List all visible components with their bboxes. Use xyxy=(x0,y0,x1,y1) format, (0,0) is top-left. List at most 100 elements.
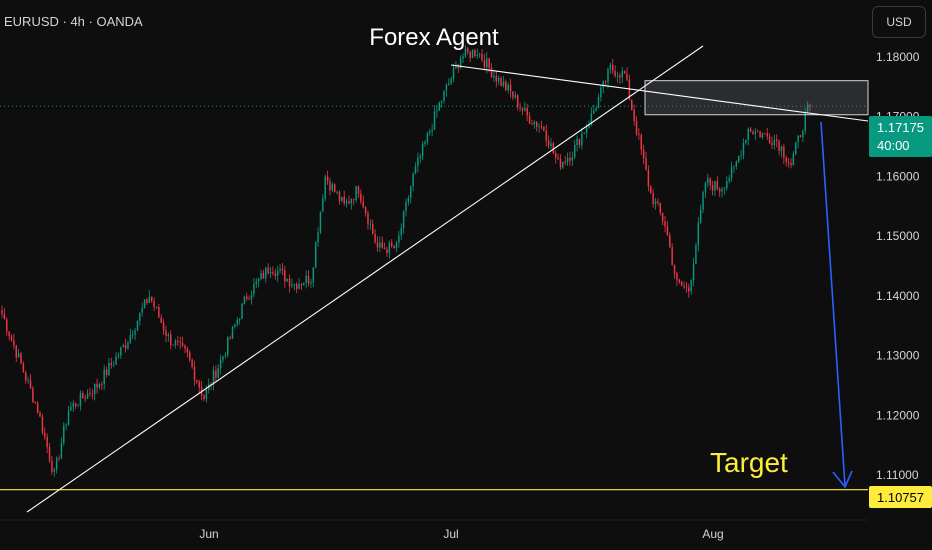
candle xyxy=(393,244,395,249)
candle xyxy=(386,246,388,257)
candle xyxy=(84,394,86,402)
candle xyxy=(538,123,540,133)
candle xyxy=(13,333,15,350)
price-tick-label: 1.18000 xyxy=(876,50,920,64)
candle xyxy=(398,230,400,248)
candle xyxy=(433,105,436,130)
candle xyxy=(291,278,293,288)
candle xyxy=(388,240,391,259)
candle xyxy=(91,389,94,400)
candle xyxy=(231,325,234,340)
candle xyxy=(583,132,585,135)
candle xyxy=(602,80,604,94)
candle xyxy=(286,278,288,283)
candle xyxy=(348,195,350,205)
candle xyxy=(716,176,719,191)
candle xyxy=(32,385,34,403)
candle xyxy=(150,296,153,303)
candles-layer xyxy=(1,45,811,477)
candle xyxy=(650,185,652,195)
candle xyxy=(704,181,707,198)
candle xyxy=(310,278,312,289)
candle xyxy=(740,149,742,160)
candle xyxy=(112,360,115,368)
candle xyxy=(502,76,505,88)
candle xyxy=(733,165,735,173)
candle xyxy=(600,85,602,102)
candle xyxy=(324,174,326,202)
price-tick-label: 1.14000 xyxy=(876,289,920,303)
candle xyxy=(550,138,552,150)
candle xyxy=(158,303,160,319)
candle xyxy=(8,331,10,341)
candle xyxy=(314,241,317,269)
candle xyxy=(303,282,305,286)
candle xyxy=(345,198,348,208)
candle xyxy=(695,242,697,264)
candle xyxy=(657,198,659,206)
candle xyxy=(569,151,571,167)
candle xyxy=(379,236,381,252)
candle xyxy=(160,314,162,324)
price-axis[interactable]: 1.180001.170001.160001.150001.140001.130… xyxy=(876,50,920,482)
candle xyxy=(333,183,336,193)
candle xyxy=(255,278,258,289)
candle xyxy=(169,330,172,350)
candle xyxy=(179,336,181,350)
candle xyxy=(759,130,761,139)
candle xyxy=(331,181,334,193)
candle xyxy=(46,433,48,454)
candle xyxy=(184,344,186,354)
candle xyxy=(614,65,616,78)
candle xyxy=(797,135,799,149)
candle xyxy=(419,153,421,164)
candle xyxy=(229,335,231,340)
candle xyxy=(737,155,740,163)
candle xyxy=(571,151,574,166)
candle xyxy=(469,50,471,62)
candle xyxy=(792,150,795,166)
candle xyxy=(645,151,647,171)
candle xyxy=(141,302,143,317)
candle xyxy=(652,189,654,208)
candle xyxy=(162,319,165,335)
candle xyxy=(93,383,96,401)
candle xyxy=(105,366,108,378)
candle xyxy=(464,45,467,58)
candle xyxy=(17,348,20,358)
candle xyxy=(155,306,158,309)
price-tick-label: 1.13000 xyxy=(876,349,920,363)
candle xyxy=(374,229,376,245)
candle xyxy=(257,277,260,288)
candle xyxy=(688,283,690,298)
candle xyxy=(559,154,562,170)
candle xyxy=(136,320,139,332)
candle xyxy=(98,382,101,390)
candle xyxy=(203,393,205,402)
candle xyxy=(436,104,438,118)
candle xyxy=(752,129,754,135)
candle xyxy=(51,455,53,475)
candle xyxy=(74,402,77,409)
candle xyxy=(153,297,155,312)
candle xyxy=(474,48,476,58)
candle xyxy=(217,364,219,379)
candle xyxy=(122,343,124,348)
candle xyxy=(407,195,410,206)
candle xyxy=(809,103,811,112)
candle xyxy=(267,263,269,275)
candle xyxy=(234,323,236,329)
candle xyxy=(452,63,455,83)
candle xyxy=(678,278,681,284)
candle xyxy=(79,390,82,411)
candle xyxy=(462,52,464,63)
time-tick-label: Jul xyxy=(443,527,458,541)
currency-selector-button[interactable]: USD xyxy=(872,6,926,38)
candle xyxy=(497,75,500,85)
candle xyxy=(360,189,362,205)
time-axis[interactable]: Jun Jul Aug xyxy=(199,527,723,541)
candle xyxy=(500,76,502,87)
candle xyxy=(319,211,322,234)
candle xyxy=(445,83,448,97)
